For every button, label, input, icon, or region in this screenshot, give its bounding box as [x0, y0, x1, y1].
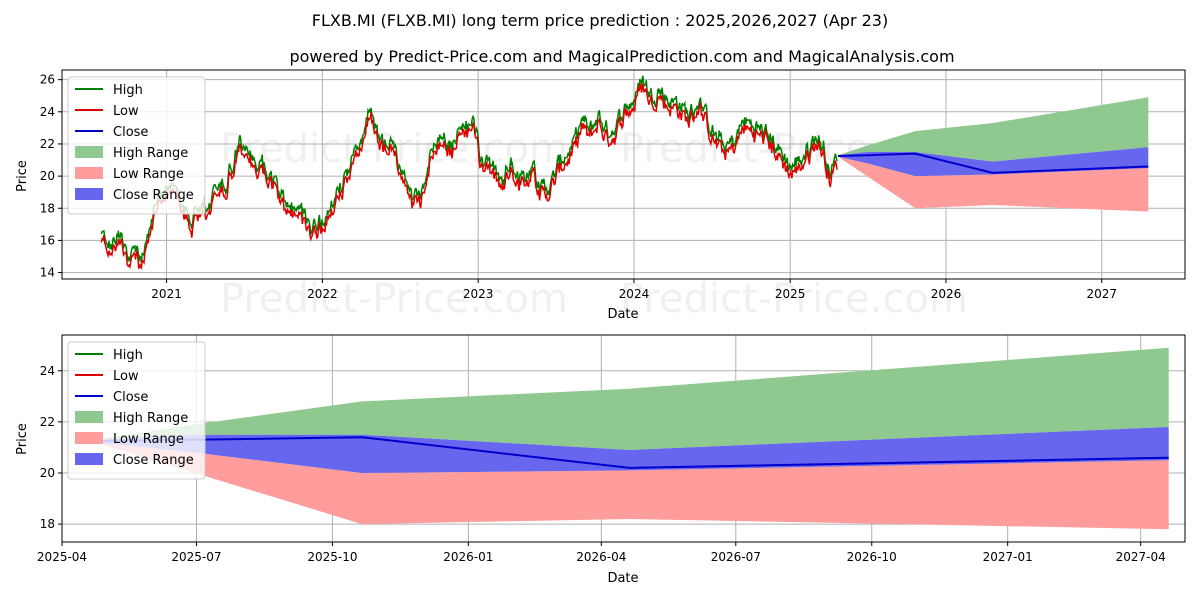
- legend-swatch: [75, 432, 103, 444]
- chart-title: FLXB.MI (FLXB.MI) long term price predic…: [312, 11, 888, 30]
- watermark-text: Predict-Price.com: [220, 276, 568, 322]
- bottom-panel-legend: High Low Close High Range Low Range Close Ran…: [67, 341, 206, 480]
- x-tick-label: 2025: [775, 287, 806, 301]
- top-panel: Predict-Price.com Predict-Price.com Pred…: [15, 69, 1186, 322]
- legend-label: Low Range: [113, 167, 184, 182]
- top-x-axis-label: Date: [607, 307, 638, 322]
- bottom-x-axis-label: Date: [607, 571, 638, 586]
- x-tick-label: 2026-07: [711, 550, 761, 564]
- y-tick-label: 26: [40, 73, 55, 87]
- x-tick-label: 2025-07: [171, 550, 221, 564]
- legend-label: Low: [113, 104, 139, 119]
- legend-swatch: [75, 411, 103, 423]
- bottom-panel-series: [94, 347, 1169, 530]
- y-tick-label: 16: [40, 233, 55, 247]
- legend-label: Close Range: [113, 453, 194, 468]
- top-panel-legend: High Low Close High Range Low Range Close Ran…: [67, 76, 206, 215]
- y-tick-label: 14: [40, 266, 55, 280]
- top-panel-ticks: 2021 2022 2023 2024 2025 2026 2027141618202224…: [40, 73, 1117, 301]
- forecast-layer: [837, 97, 1149, 212]
- legend-label: Low: [113, 369, 139, 384]
- legend-box: [67, 341, 206, 480]
- top-panel-frame: [61, 69, 1186, 280]
- legend-swatch: [75, 453, 103, 465]
- low-range-band: [94, 442, 1169, 530]
- y-tick-label: 18: [40, 201, 55, 215]
- legend-swatch: [75, 167, 103, 179]
- y-tick-label: 22: [40, 137, 55, 151]
- y-tick-label: 24: [40, 364, 55, 378]
- close-forecast-line: [837, 152, 1149, 174]
- legend-label: Close Range: [113, 188, 194, 203]
- legend-box: [67, 76, 206, 215]
- top-panel-series: [100, 75, 1149, 270]
- top-y-axis-label: Price: [15, 160, 30, 192]
- chart-subtitle: powered by Predict-Price.com and Magical…: [289, 47, 954, 66]
- x-tick-label: 2026-01: [443, 550, 493, 564]
- history-layer: [100, 75, 838, 270]
- legend-swatch: [75, 188, 103, 200]
- x-tick-label: 2027-01: [983, 550, 1033, 564]
- legend-swatch: [75, 146, 103, 158]
- x-tick-label: 2025-10: [307, 550, 357, 564]
- watermark-text: Predict-Price.com: [620, 276, 968, 322]
- x-tick-label: 2023: [463, 287, 494, 301]
- x-tick-label: 2026-04: [576, 550, 626, 564]
- legend-label: Close: [113, 125, 148, 140]
- close-range-band: [94, 427, 1169, 473]
- x-tick-label: 2022: [307, 287, 338, 301]
- x-tick-label: 2026: [931, 287, 962, 301]
- low-history-line: [100, 82, 838, 270]
- high-range-band: [838, 97, 1149, 162]
- legend-label: High Range: [113, 146, 188, 161]
- y-tick-label: 20: [40, 466, 55, 480]
- high-range-band: [94, 347, 1169, 450]
- watermark-text: Predict-Price.com: [220, 126, 568, 172]
- x-tick-label: 2025-04: [37, 550, 87, 564]
- forecast-layer: [94, 347, 1169, 530]
- legend-label: High: [113, 348, 143, 363]
- legend-label: Low Range: [113, 432, 184, 447]
- legend-label: High Range: [113, 411, 188, 426]
- bottom-panel: Predict-Price.com Predict-Price.com 2025…: [15, 334, 1186, 586]
- high-history-line: [100, 75, 838, 264]
- y-tick-label: 22: [40, 415, 55, 429]
- x-tick-label: 2027: [1086, 287, 1117, 301]
- x-tick-label: 2024: [619, 287, 650, 301]
- x-tick-label: 2027-04: [1116, 550, 1166, 564]
- y-tick-label: 20: [40, 169, 55, 183]
- bottom-y-axis-label: Price: [15, 423, 30, 455]
- x-tick-label: 2021: [151, 287, 182, 301]
- y-tick-label: 24: [40, 105, 55, 119]
- legend-label: High: [113, 83, 143, 98]
- y-tick-label: 18: [40, 517, 55, 531]
- x-tick-label: 2026-10: [847, 550, 897, 564]
- low-range-band: [838, 156, 1149, 212]
- legend-label: Close: [113, 390, 148, 405]
- bottom-panel-ticks: 2025-04 2025-07 2025-10 2026-01 2026-04 2026-…: [37, 364, 1166, 564]
- bottom-panel-frame: [61, 334, 1186, 543]
